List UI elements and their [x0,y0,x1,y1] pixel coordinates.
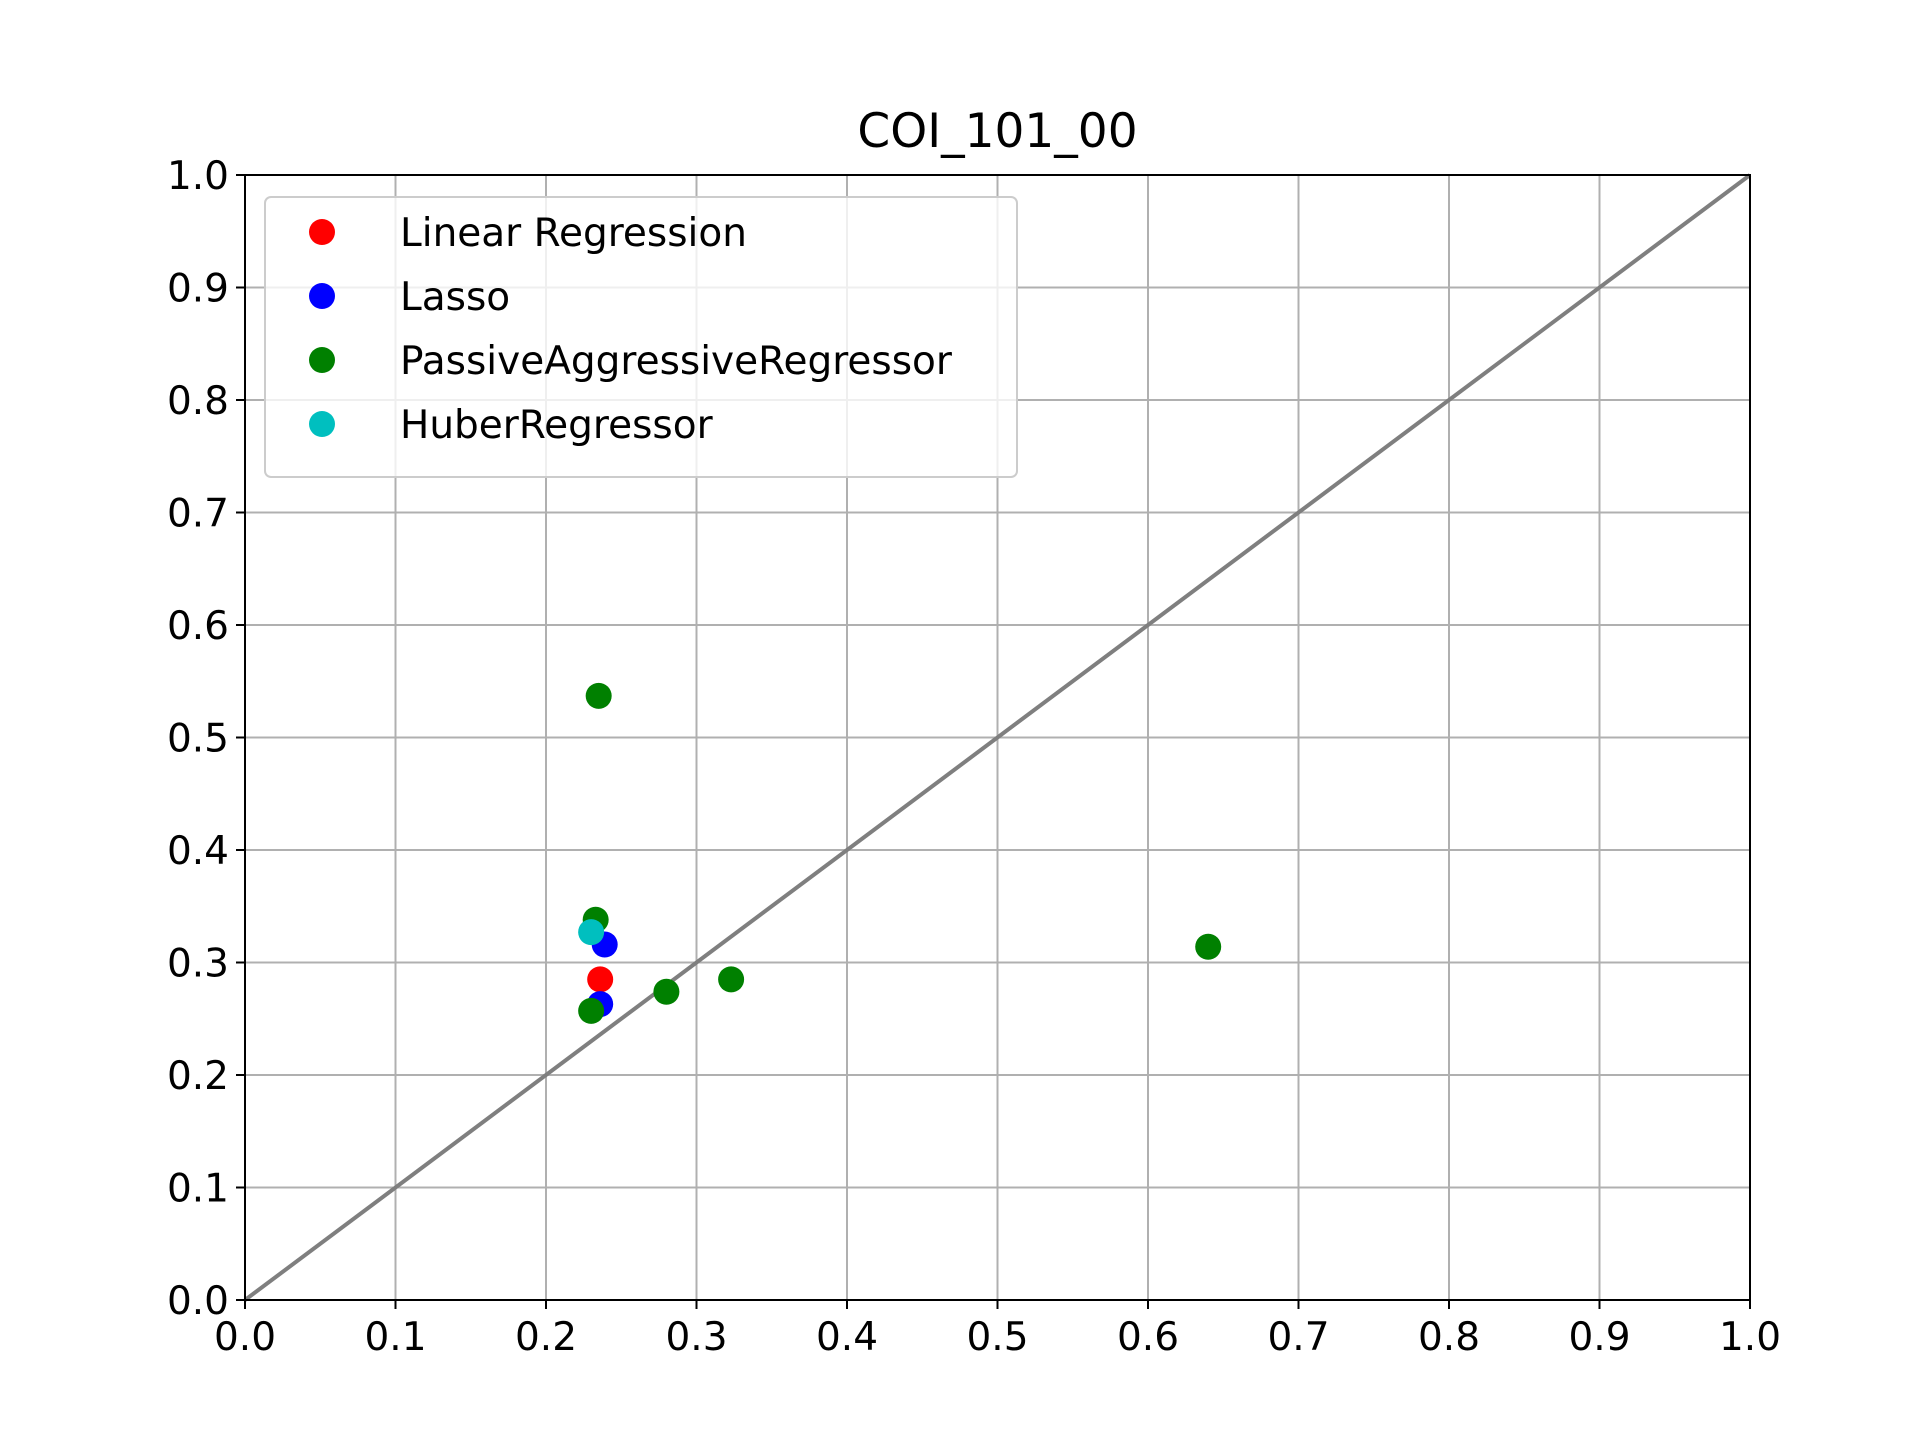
legend-marker [309,411,335,437]
reference-line [243,173,1752,1302]
point-huberregressor [578,919,605,946]
x-tick-label: 0.7 [1267,1315,1329,1360]
y-tick-label: 0.0 [167,1279,229,1324]
legend-marker [309,283,335,309]
point-passiveaggressiveregressor [653,978,680,1005]
point-linear-regression [587,966,614,993]
y-tick-label: 0.7 [167,492,229,537]
y-tick-label: 0.4 [167,829,229,874]
legend: Linear Regression Lasso PassiveAggressiveR… [264,196,1018,478]
x-tick-label: 0.0 [214,1315,276,1360]
legend-label: Linear Regression [400,211,747,256]
y-tick-label: 0.9 [167,267,229,312]
legend-marker [309,219,335,245]
x-tick-label: 0.2 [515,1315,577,1360]
x-tick-label: 0.9 [1568,1315,1630,1360]
point-passiveaggressiveregressor [578,997,605,1024]
y-tick-label: 0.8 [167,379,229,424]
y-tick-label: 0.1 [167,1167,229,1212]
legend-box [264,196,1018,478]
x-tick-label: 1.0 [1719,1315,1781,1360]
point-passiveaggressiveregressor [1195,933,1222,960]
x-tick-label: 0.6 [1117,1315,1179,1360]
legend-label: PassiveAggressiveRegressor [400,339,953,384]
point-passiveaggressiveregressor [585,682,612,709]
data-points [578,682,1222,1024]
x-tick-label: 0.5 [966,1315,1028,1360]
legend-label: Lasso [400,275,510,320]
x-tick-label: 0.3 [665,1315,727,1360]
y-tick-label: 0.6 [167,604,229,649]
x-tick-label: 0.8 [1418,1315,1480,1360]
y-tick-label: 0.5 [167,717,229,762]
x-tick-label: 0.1 [364,1315,426,1360]
x-tick-label: 0.4 [816,1315,878,1360]
y-tick-label: 0.3 [167,942,229,987]
point-passiveaggressiveregressor [718,966,745,993]
legend-label: HuberRegressor [400,403,714,448]
y-tick-label: 0.2 [167,1054,229,1099]
chart-title: COI_101_00 [857,104,1137,159]
y-tick-label: 1.0 [167,154,229,199]
axis-ticks: 0.0 0.1 0.2 0.3 0.4 0.5 0.6 0.7 0.8 0.9 1.0 0.0 0.1 0… [167,154,1781,1360]
reference-line-layer [243,173,1752,1302]
legend-marker [309,347,335,373]
